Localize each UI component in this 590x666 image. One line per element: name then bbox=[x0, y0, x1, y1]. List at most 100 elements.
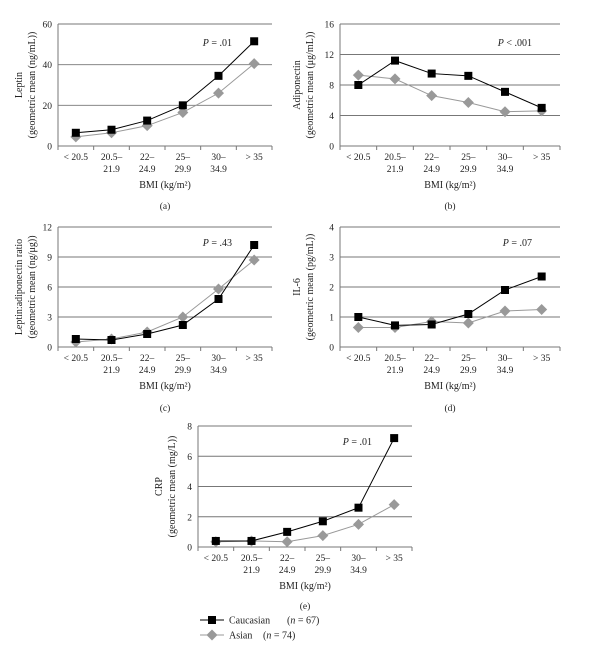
y-axis-label: Leptin bbox=[14, 72, 25, 98]
y-tick-label: 3 bbox=[329, 254, 334, 264]
x-tick-label: 22– bbox=[425, 354, 440, 364]
x-tick-label: 29.9 bbox=[175, 165, 192, 175]
x-tick-label: 24.9 bbox=[423, 165, 440, 175]
x-tick-label: 20.5– bbox=[101, 153, 123, 163]
data-point-caucasian bbox=[247, 536, 256, 545]
x-tick-label: 21.9 bbox=[387, 165, 404, 175]
x-tick-label: < 20.5 bbox=[346, 354, 371, 364]
legend-marker-diamond bbox=[206, 629, 218, 641]
data-point-caucasian bbox=[250, 241, 259, 249]
y-tick-label: 3 bbox=[47, 314, 52, 324]
data-point-caucasian bbox=[214, 71, 223, 80]
y-tick-label: 6 bbox=[187, 453, 192, 463]
chart-panel-4: 0 1 2 3 4 < 20.5 20.5– 21.9 22– 24.9 25– 29.9 30– 34.… bbox=[292, 224, 561, 414]
x-tick-label: 21.9 bbox=[103, 366, 120, 376]
data-point-caucasian bbox=[427, 69, 436, 78]
x-tick-label: > 35 bbox=[533, 354, 550, 364]
x-tick-label: 29.9 bbox=[460, 165, 477, 175]
chart-panel-2: 0 4 8 12 16 < 20.5 20.5– 21.9 22– 24.9 25– 29.9 30– 3… bbox=[292, 21, 561, 212]
data-point-caucasian bbox=[214, 295, 223, 303]
x-tick-label: > 35 bbox=[386, 554, 403, 564]
x-tick-label: 29.9 bbox=[460, 366, 477, 376]
x-tick-label: 25– bbox=[461, 354, 476, 364]
data-point-caucasian bbox=[178, 321, 187, 329]
y-tick-label: 12 bbox=[43, 224, 53, 234]
x-tick-label: 20.5– bbox=[241, 554, 263, 564]
y-tick-label: 6 bbox=[47, 284, 52, 294]
y-tick-label: 9 bbox=[47, 254, 52, 264]
data-point-asian bbox=[281, 536, 293, 548]
panel-caption: (d) bbox=[444, 403, 455, 414]
y-tick-label: 0 bbox=[47, 143, 52, 153]
data-point-asian bbox=[317, 530, 329, 542]
data-point-caucasian bbox=[390, 434, 399, 443]
y-tick-label: 40 bbox=[43, 61, 53, 71]
x-axis-label: BMI (kg/m²) bbox=[139, 180, 191, 191]
x-tick-label: 25– bbox=[176, 153, 191, 163]
series-line-asian bbox=[75, 63, 255, 138]
x-tick-label: > 35 bbox=[533, 153, 550, 163]
x-tick-label: 21.9 bbox=[387, 366, 404, 376]
y-axis-label-units: (geometric mean (mg/L)) bbox=[167, 436, 178, 538]
series-line-caucasian bbox=[358, 60, 542, 109]
y-axis-label: IL-6 bbox=[292, 278, 303, 296]
x-tick-label: 25– bbox=[461, 153, 476, 163]
x-tick-label: 34.9 bbox=[210, 165, 227, 175]
y-tick-label: 0 bbox=[187, 544, 192, 554]
x-tick-label: 24.9 bbox=[279, 566, 296, 576]
p-value-annotation: P = .07 bbox=[502, 238, 532, 249]
y-axis-label-units: (geometric mean (μg/mL)) bbox=[305, 32, 316, 139]
y-axis-label: Leptin:adiponectin ratio bbox=[14, 239, 25, 335]
x-tick-label: 29.9 bbox=[175, 366, 192, 376]
x-tick-label: 22– bbox=[425, 153, 440, 163]
y-tick-label: 4 bbox=[187, 483, 192, 493]
series-line-caucasian bbox=[75, 244, 255, 341]
y-tick-label: 8 bbox=[187, 423, 192, 433]
x-tick-label: 21.9 bbox=[103, 165, 120, 175]
data-point-asian bbox=[177, 311, 189, 323]
x-axis-label: BMI (kg/m²) bbox=[424, 180, 476, 191]
data-point-asian bbox=[536, 304, 548, 315]
data-point-caucasian bbox=[143, 116, 152, 125]
panel-caption: (b) bbox=[444, 201, 455, 212]
y-axis-label-units: (geometric mean (ng/mL)) bbox=[27, 32, 38, 139]
data-point-caucasian bbox=[391, 321, 399, 330]
p-value-annotation: P < .001 bbox=[497, 38, 532, 49]
x-tick-label: 24.9 bbox=[139, 165, 156, 175]
legend-count: (n = 74) bbox=[263, 631, 295, 642]
y-tick-label: 0 bbox=[329, 143, 334, 153]
legend: Caucasian (n = 67) Asian (n = 74) bbox=[200, 616, 319, 642]
x-tick-label: 24.9 bbox=[423, 366, 440, 376]
x-tick-label: > 35 bbox=[246, 354, 263, 364]
x-tick-label: 30– bbox=[211, 153, 226, 163]
data-point-asian bbox=[248, 254, 260, 266]
panel-caption: (a) bbox=[160, 201, 171, 212]
data-point-caucasian bbox=[107, 125, 116, 134]
data-point-caucasian bbox=[250, 37, 259, 46]
data-point-caucasian bbox=[71, 128, 80, 137]
x-tick-label: 20.5– bbox=[384, 354, 406, 364]
data-point-asian bbox=[388, 499, 400, 511]
data-point-asian bbox=[177, 106, 189, 118]
x-axis-label: BMI (kg/m²) bbox=[424, 381, 476, 392]
data-point-asian bbox=[426, 90, 438, 102]
data-point-caucasian bbox=[537, 103, 546, 112]
y-axis-label: CRP bbox=[154, 477, 165, 496]
series-line-asian bbox=[358, 309, 542, 328]
y-axis-label-units: (geometric mean (pg/mL)) bbox=[305, 234, 316, 341]
data-point-caucasian bbox=[318, 517, 327, 526]
series-line-caucasian bbox=[75, 40, 255, 134]
x-tick-label: < 20.5 bbox=[346, 153, 371, 163]
data-point-asian bbox=[352, 322, 364, 333]
y-tick-label: 12 bbox=[325, 51, 335, 61]
x-axis-label: BMI (kg/m²) bbox=[279, 581, 331, 592]
data-point-caucasian bbox=[71, 335, 80, 343]
y-tick-label: 0 bbox=[47, 344, 52, 354]
x-tick-label: 30– bbox=[351, 554, 366, 564]
series-line-asian bbox=[358, 74, 542, 113]
data-point-asian bbox=[213, 87, 224, 99]
y-tick-label: 60 bbox=[43, 21, 53, 31]
x-tick-label: 34.9 bbox=[497, 366, 514, 376]
x-tick-label: 34.9 bbox=[210, 366, 227, 376]
